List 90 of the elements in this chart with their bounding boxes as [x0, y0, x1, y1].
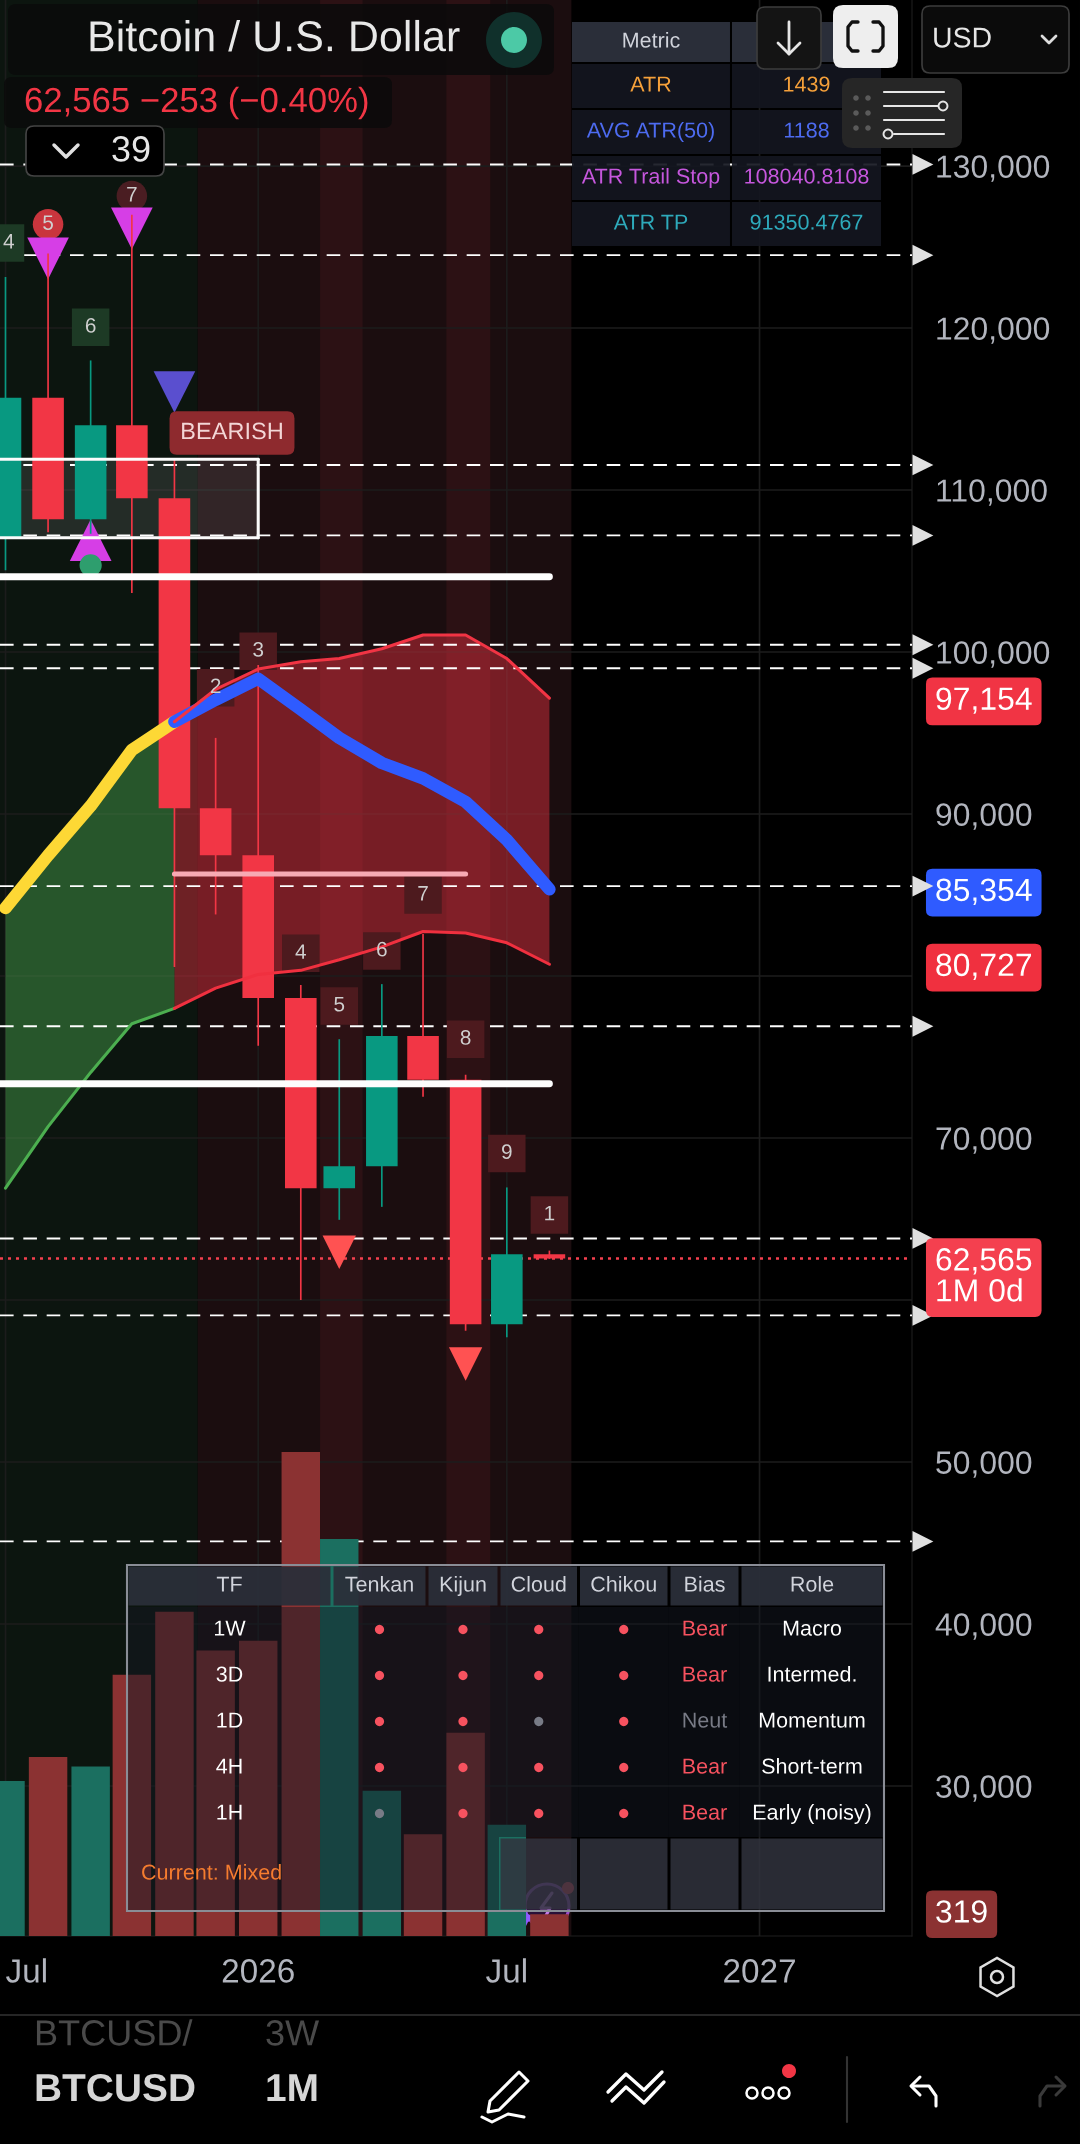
annotation: Bear — [683, 1758, 727, 1774]
ref-line-label: 62,565 1M 0d — [936, 1248, 1032, 1302]
x-tick-label: Jul — [6, 1958, 46, 1983]
text: 62,565 −253 (−0.40%) — [25, 86, 368, 120]
annotation: Chikou — [591, 1575, 656, 1592]
y-tick-label: 120,000 — [937, 317, 1050, 344]
y-tick-label: 97,154 — [936, 687, 1032, 714]
annotation: 108040.8108 — [745, 168, 869, 184]
annotation: Cloud — [511, 1575, 566, 1592]
x-tick-label: 2027 — [724, 1959, 795, 1983]
annotation: ● — [534, 1762, 544, 1773]
annotation: 3 — [253, 642, 264, 657]
annotation: ● — [534, 1808, 544, 1819]
annotation: Bear — [683, 1666, 727, 1682]
annotation: 4H — [216, 1758, 242, 1774]
annotation: 7 — [127, 187, 137, 202]
y-tick-label: 90,000 — [936, 803, 1032, 830]
annotation: 1W — [215, 1620, 246, 1636]
y-tick-label: 85,354 — [936, 878, 1032, 905]
annotation: Short-term — [762, 1757, 862, 1774]
annotation: Tenkan — [345, 1575, 413, 1592]
x-tick-label: 2026 — [222, 1959, 294, 1983]
text: 1M — [267, 2074, 317, 2102]
annotation: ● — [374, 1762, 385, 1773]
annotation: ● — [619, 1624, 629, 1635]
y-tick-label: 70,000 — [936, 1127, 1032, 1154]
annotation: 6 — [85, 318, 96, 333]
annotation: BEARISH — [182, 422, 282, 440]
annotation: ● — [374, 1670, 385, 1681]
annotation: Role — [791, 1575, 834, 1592]
annotation: 39 — [112, 136, 150, 162]
annotation: 91350.4767 — [750, 214, 863, 230]
annotation: ● — [534, 1670, 544, 1681]
annotation: 1439 — [784, 76, 830, 92]
text: BTCUSD — [36, 2073, 195, 2102]
annotation: TF — [216, 1576, 242, 1592]
annotation: Bias — [685, 1575, 725, 1592]
annotation: ● — [374, 1716, 385, 1727]
annotation: 5 — [43, 215, 53, 230]
annotation: 8 — [460, 1030, 471, 1045]
annotation: 1188 — [784, 122, 829, 138]
annotation: 1H — [217, 1804, 242, 1820]
annotation: 3D — [216, 1666, 243, 1682]
annotation: ● — [458, 1624, 468, 1635]
annotation: AVG ATR(50) — [586, 121, 714, 143]
annotation: Kijun — [440, 1575, 486, 1597]
annotation: 7 — [418, 886, 428, 901]
annotation: ● — [534, 1624, 544, 1635]
annotation: 9 — [502, 1144, 512, 1159]
annotation: ● — [619, 1762, 629, 1773]
annotation: Macro — [783, 1620, 841, 1636]
annotation: ● — [458, 1670, 468, 1681]
annotation: ● — [374, 1808, 385, 1819]
annotation: ● — [458, 1716, 468, 1727]
y-tick-label: 130,000 — [937, 155, 1050, 182]
text: USD — [934, 27, 991, 48]
annotation: 1 — [545, 1206, 555, 1221]
annotation: 4 — [295, 944, 306, 959]
annotation: ATR — [630, 76, 671, 92]
chart-title: Bitcoin / U.S. Dollar — [90, 19, 460, 52]
annotation: ● — [619, 1808, 629, 1819]
text: 319 — [936, 1900, 987, 1923]
text: 3W — [266, 2020, 320, 2046]
annotation: ● — [458, 1762, 468, 1773]
y-tick-label: 50,000 — [936, 1451, 1032, 1478]
annotation: Current: Mixed — [142, 1863, 281, 1880]
annotation: 1D — [217, 1712, 243, 1728]
annotation: Bear — [683, 1804, 727, 1820]
annotation: ● — [619, 1716, 629, 1727]
annotation: 5 — [334, 997, 345, 1012]
y-tick-label: 80,727 — [936, 953, 1032, 980]
annotation: ATR TP — [613, 214, 688, 230]
x-tick-label: Jul — [486, 1958, 526, 1983]
annotation: 4 — [3, 234, 14, 249]
annotation: Momentum — [759, 1712, 865, 1728]
annotation: ● — [458, 1808, 468, 1819]
y-tick-label: 30,000 — [936, 1775, 1032, 1802]
annotation: ATR Trail Stop — [581, 167, 720, 189]
y-tick-label: 110,000 — [937, 479, 1047, 506]
text: BTCUSD/ — [36, 2019, 193, 2046]
annotation: Bear — [683, 1620, 727, 1636]
annotation: Early (noisy) — [753, 1803, 871, 1825]
annotation: ● — [374, 1624, 385, 1635]
annotation: Metric — [623, 31, 680, 48]
y-tick-label: 40,000 — [935, 1613, 1032, 1640]
annotation: Neut — [683, 1712, 728, 1728]
annotation: ● — [619, 1670, 629, 1681]
annotation: ● — [534, 1716, 544, 1727]
y-tick-label: 100,000 — [937, 641, 1050, 668]
annotation: Intermed. — [768, 1665, 856, 1682]
